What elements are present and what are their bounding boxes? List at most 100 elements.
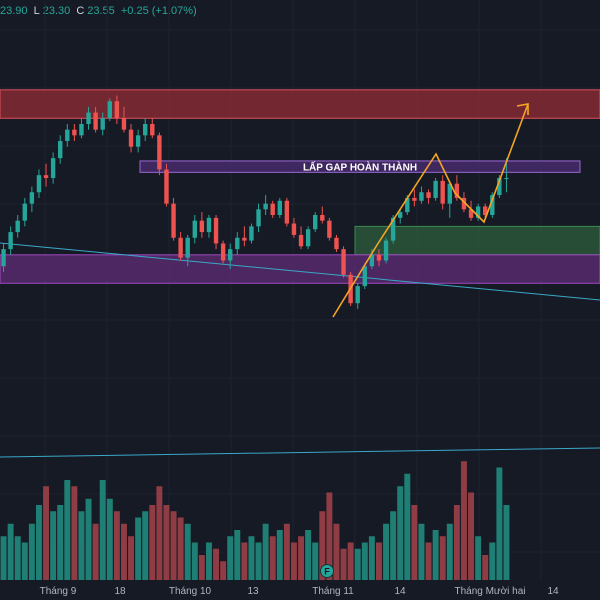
- candle: [277, 197, 282, 218]
- candle: [376, 249, 382, 267]
- candle: [447, 180, 452, 218]
- volume-bar: [262, 523, 269, 580]
- volume-bar: [354, 548, 361, 580]
- candle-body: [298, 234, 304, 247]
- candle: [171, 197, 176, 241]
- candle: [8, 226, 13, 255]
- candle-body: [178, 237, 183, 258]
- candle: [249, 223, 254, 244]
- candle: [114, 95, 120, 124]
- volume-bar: [496, 467, 503, 580]
- low-value: 23.30: [42, 5, 71, 17]
- candle: [1, 243, 6, 272]
- candle-body: [405, 197, 410, 213]
- candle-body: [334, 237, 339, 250]
- candle: [468, 200, 474, 221]
- candle-body: [86, 112, 91, 124]
- volume-bar: [99, 480, 106, 580]
- candle-body: [36, 175, 42, 193]
- candle-body: [15, 220, 20, 233]
- marker-circle-icon: [320, 564, 334, 578]
- volume-bar: [220, 561, 227, 580]
- candle-body: [1, 249, 6, 267]
- volume-bar: [269, 536, 276, 580]
- candle: [228, 243, 233, 270]
- candle-body: [504, 178, 509, 180]
- candle-body: [213, 217, 219, 244]
- volume-bar: [468, 492, 475, 580]
- candle: [263, 195, 268, 215]
- volume-bar: [113, 511, 120, 580]
- candle-body: [447, 183, 452, 204]
- x-tick-label: 14: [547, 586, 559, 597]
- candle-body: [121, 118, 127, 130]
- candle: [270, 200, 275, 218]
- volume-bar: [184, 523, 191, 580]
- candle: [199, 212, 205, 238]
- candle-body: [107, 101, 112, 119]
- volume-bar: [312, 542, 319, 580]
- x-tick-label: 14: [394, 586, 406, 597]
- open-value: 23.90: [0, 5, 28, 17]
- candle: [298, 226, 304, 250]
- candle-body: [228, 249, 233, 261]
- close-value: 23.55: [87, 5, 115, 17]
- candle-body: [185, 237, 190, 258]
- volume-bar: [92, 523, 99, 580]
- candle-body: [263, 203, 268, 210]
- zone-support: [0, 254, 600, 284]
- time-axis: Tháng 9 18 Tháng 10 13 Tháng 11 14 Tháng Mười …: [40, 586, 559, 597]
- volume-bar: [57, 505, 64, 580]
- candle: [440, 175, 445, 210]
- candle-body: [242, 237, 247, 241]
- candle-body: [114, 101, 120, 119]
- candle-body: [72, 129, 77, 136]
- volume-bar: [85, 498, 92, 580]
- volume-bar: [71, 486, 78, 580]
- candle: [150, 118, 155, 139]
- candle-body: [327, 220, 332, 238]
- volume-bar: [213, 548, 220, 580]
- candle-body: [270, 203, 275, 215]
- candle-body: [376, 254, 382, 261]
- candle-body: [291, 223, 297, 235]
- candle: [213, 215, 219, 250]
- volume-bar: [198, 555, 205, 580]
- drawings: F: [320, 103, 529, 578]
- candle: [100, 112, 105, 136]
- candle-body: [29, 192, 35, 204]
- candle: [235, 232, 240, 255]
- candle: [79, 118, 84, 139]
- volume-bar: [14, 536, 21, 580]
- candle: [58, 135, 63, 164]
- candle: [143, 118, 148, 142]
- candle: [29, 186, 35, 213]
- candle-body: [256, 209, 261, 227]
- volume-bar: [425, 542, 432, 580]
- zone-resistance: [0, 89, 600, 119]
- candle: [36, 169, 42, 198]
- candle-body: [135, 135, 141, 147]
- candle-body: [454, 183, 460, 198]
- candle-body: [22, 203, 27, 221]
- volume-bar: [64, 480, 71, 580]
- change-value: +0.25 (+1.07%): [120, 5, 197, 17]
- candle-body: [362, 266, 367, 287]
- volume-bar: [347, 542, 354, 580]
- candle-body: [497, 178, 502, 196]
- candle: [86, 106, 91, 130]
- x-tick-label: 18: [114, 586, 126, 597]
- candle: [419, 186, 424, 204]
- volume-bar: [78, 511, 85, 580]
- candle: [256, 203, 261, 233]
- candle: [334, 234, 339, 252]
- close-label: C: [76, 5, 85, 17]
- volume-bar: [397, 486, 404, 580]
- candle-body: [490, 195, 495, 215]
- candle-body: [199, 220, 205, 233]
- candle: [383, 237, 389, 264]
- candle-body: [43, 175, 49, 179]
- candle-body: [8, 232, 13, 250]
